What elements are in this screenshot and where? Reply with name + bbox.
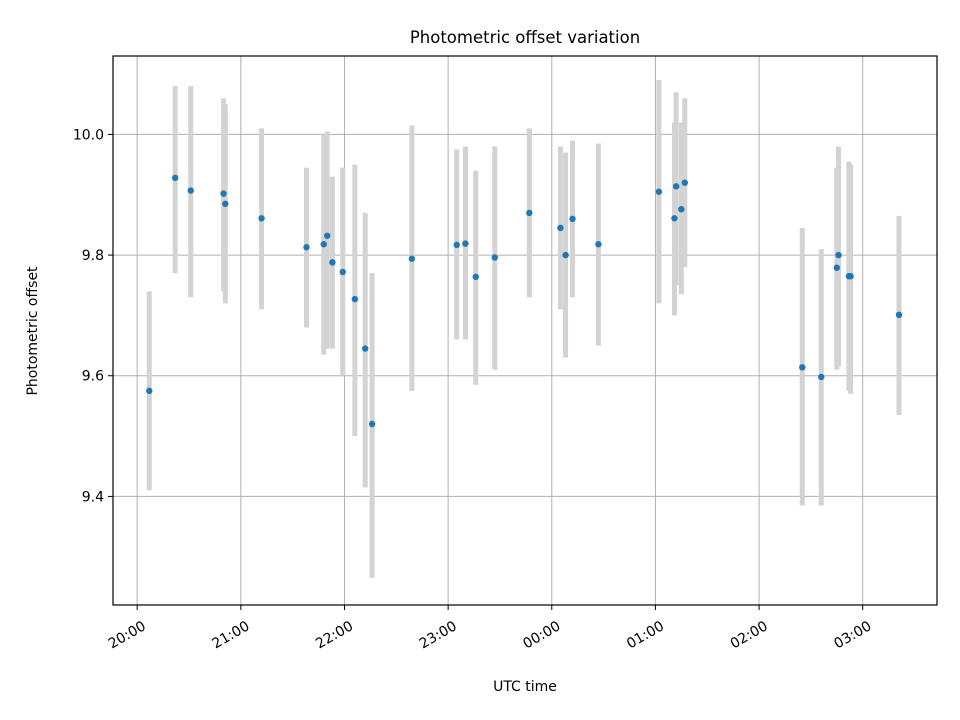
chart-title: Photometric offset variation [410, 28, 640, 47]
data-point [324, 232, 331, 239]
data-point [320, 241, 327, 248]
y-tick-label: 9.4 [82, 489, 104, 505]
data-point [799, 364, 806, 371]
data-point [672, 183, 680, 190]
data-point [368, 420, 376, 428]
y-axis-label: Photometric offset [25, 266, 41, 396]
data-point [258, 215, 265, 222]
data-point [462, 240, 469, 247]
data-point [671, 215, 678, 222]
data-point [557, 224, 564, 232]
data-point [303, 244, 310, 251]
data-point [595, 241, 602, 248]
data-point [655, 188, 663, 195]
grid-lines [113, 56, 937, 605]
data-point [491, 254, 498, 261]
data-point [362, 345, 369, 352]
data-point [895, 311, 903, 319]
plot-frame [112, 55, 938, 606]
data-point [222, 200, 229, 208]
data-point [220, 190, 227, 197]
data-point [472, 273, 479, 281]
data-point [146, 387, 153, 395]
data-point [562, 251, 569, 259]
data-point [835, 251, 842, 259]
y-tick-label: 9.6 [82, 369, 104, 385]
data-point [408, 255, 416, 262]
y-axis-ticks: 9.4 9.6 9.8 10.0 [73, 127, 113, 505]
y-tick-label: 9.8 [82, 248, 104, 264]
data-point [681, 179, 688, 186]
data-point [329, 259, 336, 266]
data-points [146, 174, 903, 428]
data-point [569, 215, 576, 223]
data-point [187, 187, 194, 194]
data-point [678, 206, 685, 213]
data-point [526, 209, 533, 217]
data-point [847, 273, 854, 280]
data-point [818, 373, 825, 381]
data-point [339, 268, 346, 276]
y-tick-label: 10.0 [73, 127, 104, 143]
data-point [351, 295, 359, 303]
data-point [171, 174, 179, 182]
data-point [453, 241, 460, 249]
x-axis-label: UTC time [493, 679, 557, 695]
data-point [833, 264, 841, 271]
